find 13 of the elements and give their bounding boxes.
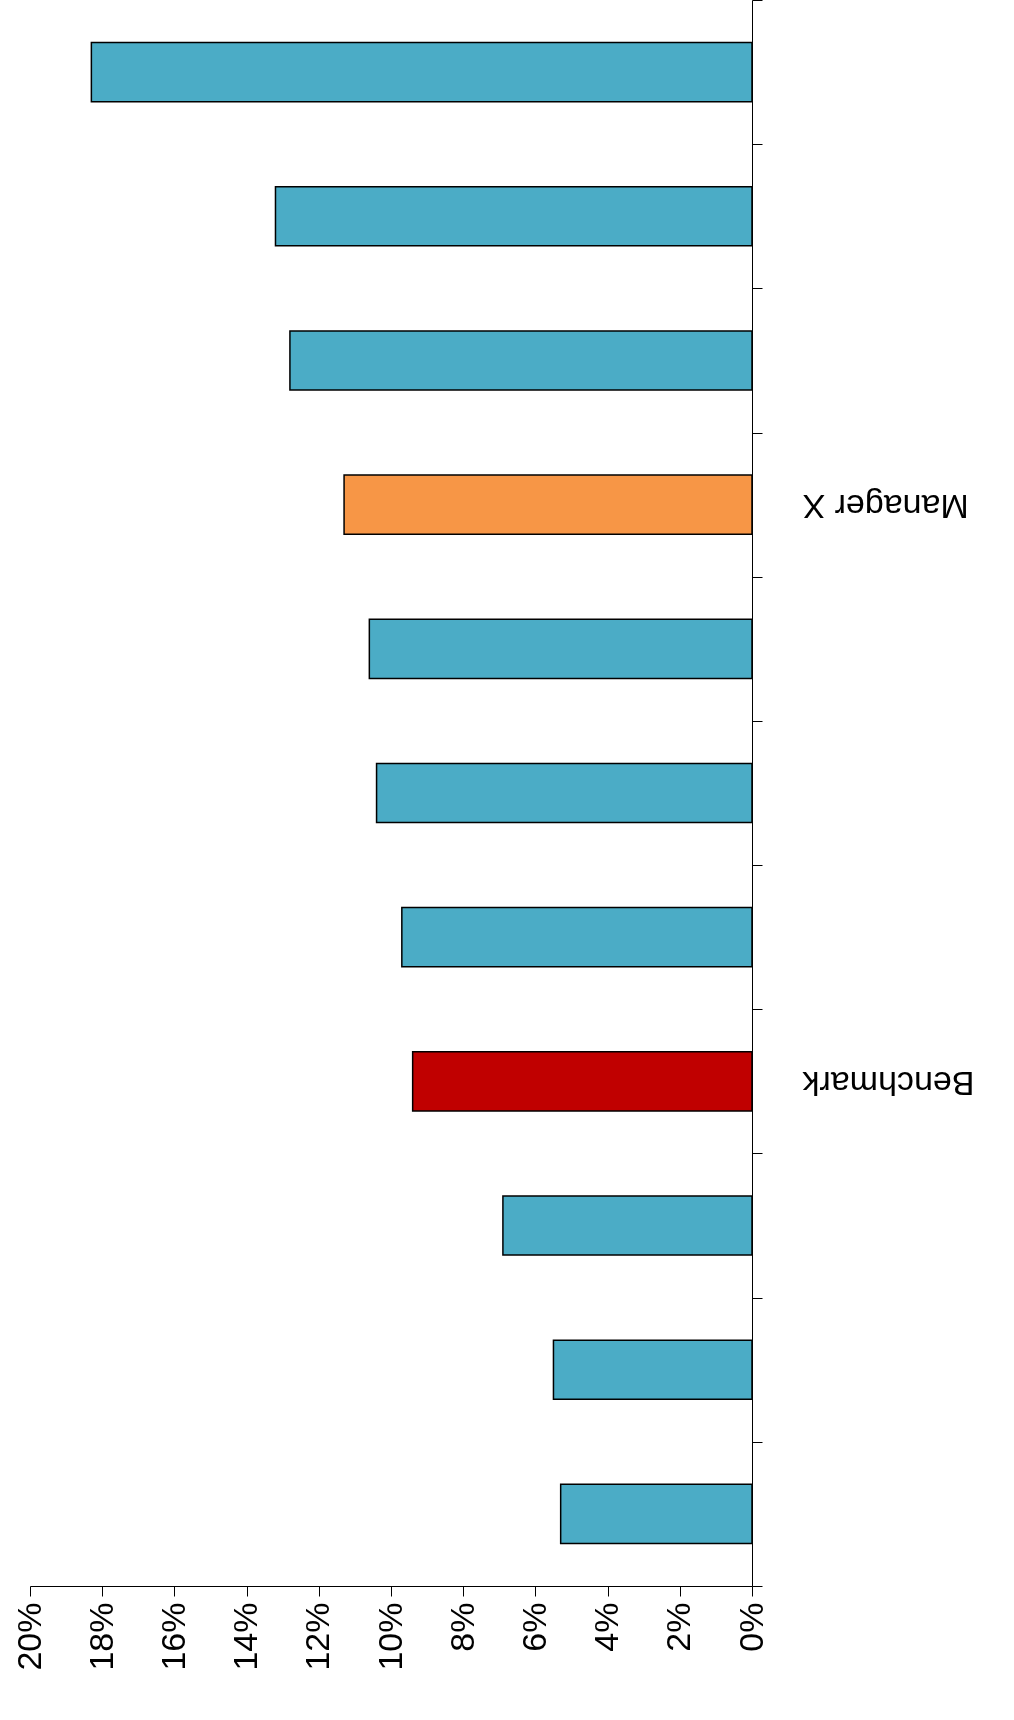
- x-tick-label: 18%: [81, 1602, 120, 1671]
- x-tick-label: 0%: [731, 1602, 770, 1652]
- y-tick-label: Benchmark: [801, 1064, 975, 1103]
- x-tick-label: 10%: [370, 1602, 409, 1671]
- y-tick-label: Manager X: [802, 488, 969, 527]
- x-tick-label: 20%: [9, 1602, 48, 1671]
- x-tick-label: 6%: [514, 1602, 553, 1652]
- x-tick-label: 4%: [587, 1602, 626, 1652]
- x-tick-label: 8%: [442, 1602, 481, 1652]
- x-tick-label: 14%: [226, 1602, 265, 1671]
- x-tick-label: 2%: [659, 1602, 698, 1652]
- x-tick-label: 12%: [298, 1602, 337, 1671]
- x-tick-label: 16%: [153, 1602, 192, 1671]
